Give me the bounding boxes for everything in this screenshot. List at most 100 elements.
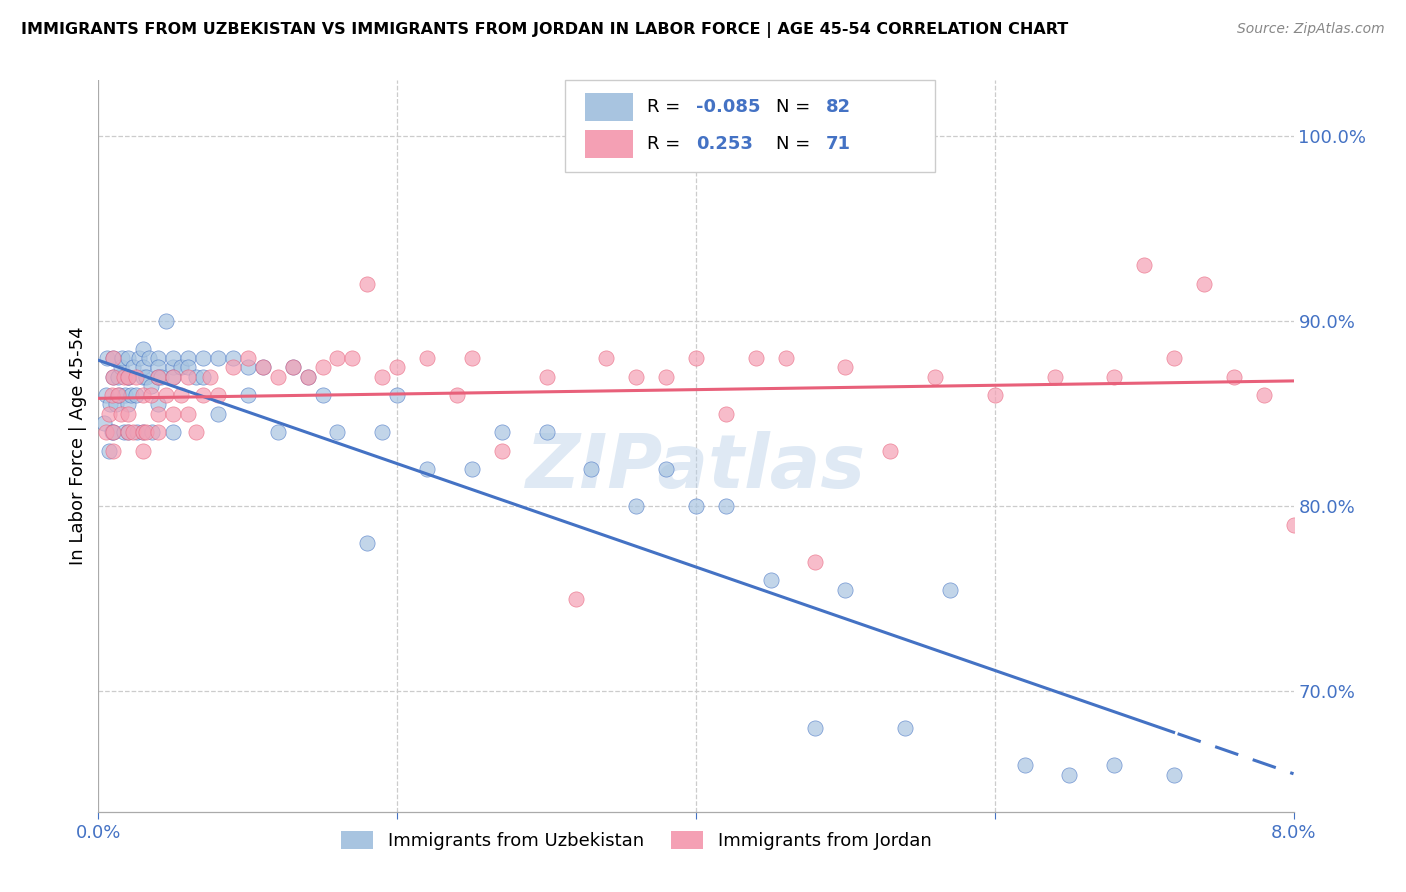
Point bbox=[125, 388, 148, 402]
Point bbox=[177, 360, 200, 375]
Text: 71: 71 bbox=[827, 135, 851, 153]
Point bbox=[135, 425, 157, 439]
Point bbox=[132, 388, 155, 402]
Point bbox=[138, 351, 160, 365]
Point bbox=[117, 369, 139, 384]
Point bbox=[132, 443, 155, 458]
Point bbox=[135, 369, 157, 384]
Point bbox=[281, 360, 304, 375]
Point bbox=[626, 369, 648, 384]
Point bbox=[98, 397, 122, 411]
Point bbox=[311, 360, 333, 375]
Point bbox=[236, 351, 259, 365]
Point bbox=[536, 425, 558, 439]
Point bbox=[655, 462, 678, 476]
Point bbox=[117, 425, 139, 439]
Point bbox=[117, 369, 139, 384]
Point bbox=[385, 360, 409, 375]
Text: IMMIGRANTS FROM UZBEKISTAN VS IMMIGRANTS FROM JORDAN IN LABOR FORCE | AGE 45-54 : IMMIGRANTS FROM UZBEKISTAN VS IMMIGRANTS… bbox=[21, 22, 1069, 38]
Text: N =: N = bbox=[776, 135, 815, 153]
Point bbox=[759, 574, 782, 588]
Point bbox=[132, 342, 155, 356]
Point bbox=[141, 425, 163, 439]
Point bbox=[111, 351, 134, 365]
Point bbox=[132, 425, 155, 439]
Point bbox=[1282, 517, 1305, 532]
Point bbox=[326, 425, 349, 439]
Point bbox=[236, 388, 259, 402]
Point bbox=[191, 388, 214, 402]
Point bbox=[132, 360, 155, 375]
Point bbox=[150, 369, 173, 384]
FancyBboxPatch shape bbox=[585, 94, 633, 121]
Point bbox=[103, 425, 125, 439]
Text: N =: N = bbox=[776, 98, 815, 116]
Point bbox=[93, 416, 115, 430]
Point bbox=[125, 369, 148, 384]
Point bbox=[169, 388, 191, 402]
Text: Source: ZipAtlas.com: Source: ZipAtlas.com bbox=[1237, 22, 1385, 37]
FancyBboxPatch shape bbox=[565, 80, 935, 171]
Point bbox=[162, 369, 184, 384]
Point bbox=[139, 388, 162, 402]
Point bbox=[984, 388, 1007, 402]
Point bbox=[191, 351, 214, 365]
Point bbox=[103, 369, 125, 384]
Point bbox=[184, 425, 207, 439]
Point bbox=[1133, 259, 1156, 273]
Point bbox=[446, 388, 468, 402]
Point bbox=[595, 351, 617, 365]
Point bbox=[416, 351, 439, 365]
Text: R =: R = bbox=[647, 98, 686, 116]
Text: R =: R = bbox=[647, 135, 692, 153]
Point bbox=[162, 351, 184, 365]
Point bbox=[162, 360, 184, 375]
Point bbox=[169, 360, 191, 375]
Point bbox=[385, 388, 409, 402]
Text: 0.253: 0.253 bbox=[696, 135, 752, 153]
Point bbox=[101, 388, 124, 402]
Point bbox=[1104, 369, 1126, 384]
Point bbox=[177, 351, 200, 365]
Point bbox=[281, 360, 304, 375]
Point bbox=[461, 462, 484, 476]
Point bbox=[371, 369, 394, 384]
Point bbox=[155, 388, 177, 402]
Point bbox=[267, 425, 290, 439]
Point bbox=[924, 369, 946, 384]
Point bbox=[311, 388, 333, 402]
Point bbox=[222, 360, 245, 375]
Point bbox=[207, 388, 229, 402]
Point bbox=[297, 369, 319, 384]
Point bbox=[714, 499, 737, 513]
Point bbox=[121, 425, 143, 439]
Point bbox=[155, 314, 177, 328]
Point bbox=[1059, 767, 1081, 781]
Point bbox=[97, 407, 120, 421]
Point bbox=[1014, 758, 1036, 772]
Point bbox=[94, 425, 117, 439]
Point bbox=[148, 407, 170, 421]
Text: -0.085: -0.085 bbox=[696, 98, 761, 116]
Point bbox=[97, 443, 120, 458]
Point bbox=[1192, 277, 1215, 291]
Point bbox=[1043, 369, 1066, 384]
Point bbox=[107, 388, 129, 402]
Point bbox=[108, 388, 131, 402]
Point bbox=[626, 499, 648, 513]
Point bbox=[117, 397, 139, 411]
Point bbox=[685, 351, 707, 365]
Point bbox=[148, 397, 170, 411]
Point bbox=[252, 360, 274, 375]
Point bbox=[191, 369, 214, 384]
Point bbox=[685, 499, 707, 513]
Point bbox=[184, 369, 207, 384]
Point bbox=[110, 407, 132, 421]
Point bbox=[107, 369, 129, 384]
Point bbox=[1104, 758, 1126, 772]
Y-axis label: In Labor Force | Age 45-54: In Labor Force | Age 45-54 bbox=[69, 326, 87, 566]
Point bbox=[177, 407, 200, 421]
Point bbox=[267, 369, 290, 384]
Point bbox=[775, 351, 797, 365]
Point bbox=[103, 369, 125, 384]
